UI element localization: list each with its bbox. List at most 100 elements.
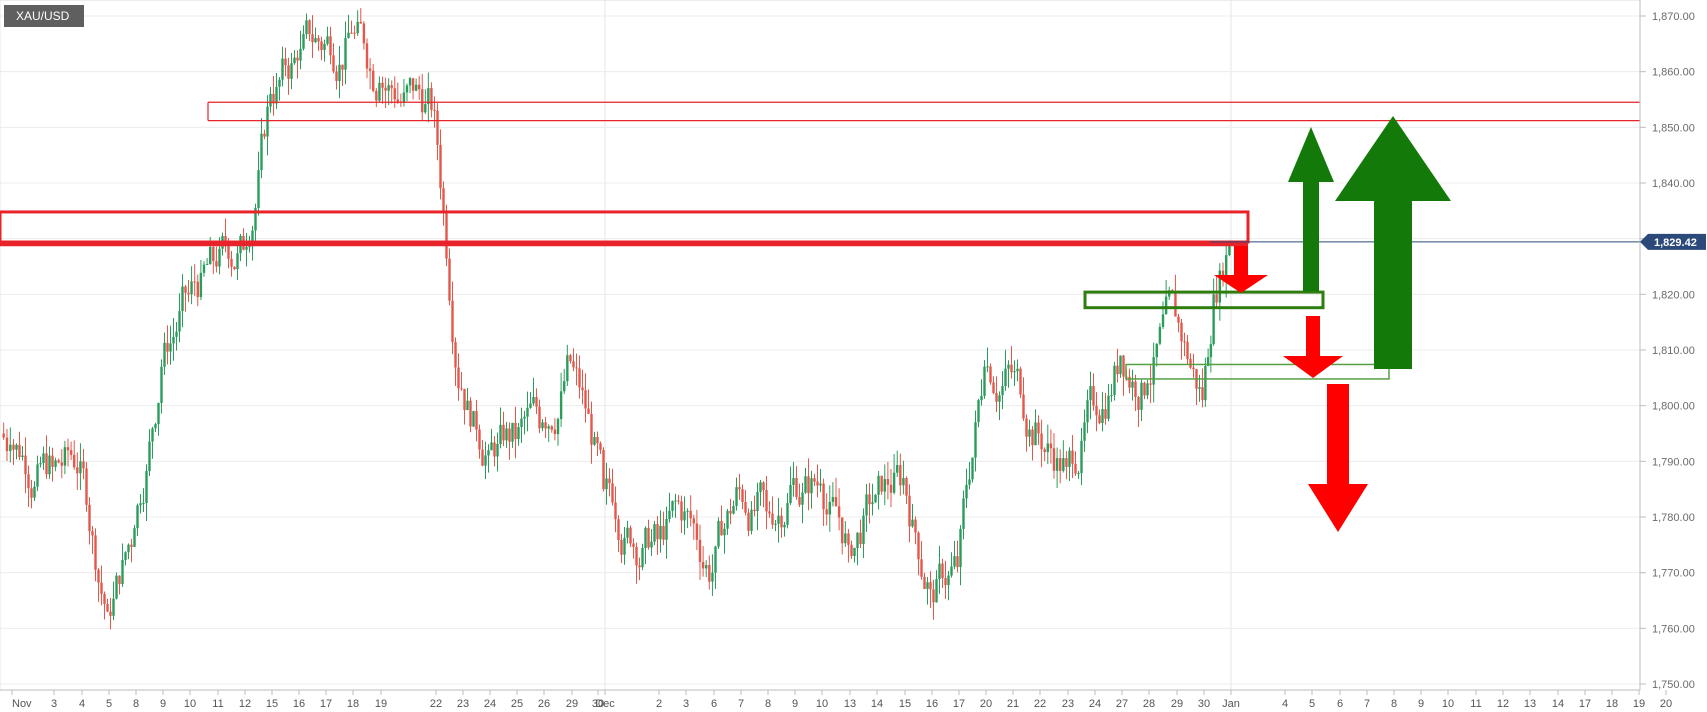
x-tick-label: 30 (592, 698, 604, 710)
candle-body (469, 400, 472, 427)
candle-body (1071, 450, 1074, 464)
candle-body (284, 58, 287, 66)
candle-body (732, 505, 735, 514)
candle-body (701, 561, 705, 569)
x-tick-label: 10 (184, 698, 196, 710)
x-tick-label: 15 (899, 698, 911, 710)
candle-body (1092, 386, 1095, 406)
x-tick-label: 24 (1089, 698, 1101, 710)
candle-body (698, 539, 702, 562)
candle-body (493, 442, 496, 457)
candle-body (475, 411, 478, 430)
candle-body (798, 497, 801, 505)
candle-body (227, 241, 230, 259)
candle-body (1164, 296, 1168, 315)
candle-body (199, 272, 203, 298)
y-tick-label: 1,820.00 (1652, 289, 1695, 301)
candle-body (160, 366, 163, 404)
candle-body (856, 532, 859, 548)
current-price-tag (1640, 233, 1706, 250)
candle-body (626, 527, 629, 538)
candle-body (314, 38, 317, 43)
candle-body (599, 443, 602, 450)
candle-body (278, 79, 281, 87)
candle-body (190, 281, 193, 295)
candle-body (680, 501, 683, 521)
candle-body (1001, 386, 1004, 396)
candle-body (466, 400, 469, 411)
candle-body (1140, 382, 1143, 410)
candle-body (1101, 409, 1104, 423)
candle-body (708, 565, 711, 582)
candle-body (711, 572, 714, 582)
candle-body (880, 475, 883, 492)
candle-body (1204, 366, 1207, 401)
candle-body (508, 428, 511, 442)
candle-body (457, 367, 460, 389)
candle-body (272, 93, 275, 104)
candle-body (103, 593, 106, 605)
candle-body (602, 449, 605, 490)
candle-body (460, 388, 463, 390)
candle-body (248, 246, 251, 248)
candle-body (1034, 422, 1037, 446)
candle-body (553, 429, 557, 434)
candle-body (445, 213, 448, 259)
candles (2, 8, 1231, 630)
candle-body (375, 90, 378, 101)
candle-body (744, 501, 747, 513)
candle-body (311, 34, 314, 43)
candle-body (100, 582, 103, 594)
candle-body (596, 436, 599, 444)
candle-body (804, 476, 807, 493)
candle-body (178, 311, 181, 332)
candle-body (73, 454, 76, 468)
candle-body (205, 264, 209, 266)
candle-body (1128, 376, 1131, 388)
candle-body (338, 64, 341, 82)
candle-body (1022, 394, 1025, 419)
candle-body (544, 422, 547, 429)
candle-body (439, 144, 442, 189)
candle-body (66, 447, 70, 451)
candle-body (590, 413, 593, 445)
x-tick-label: 8 (133, 698, 139, 710)
x-tick-label: Jan (1222, 698, 1240, 710)
candle-body (886, 479, 890, 485)
candle-body (868, 494, 871, 505)
candle-body (42, 453, 45, 464)
candle-body (792, 478, 795, 485)
candle-body (1077, 473, 1080, 475)
candle-body (1037, 422, 1040, 434)
candle-body (653, 524, 656, 542)
arrows (1214, 116, 1451, 532)
candle-body (454, 342, 457, 368)
candle-body (759, 482, 762, 493)
candle-body (353, 32, 356, 34)
candle-body (139, 503, 142, 506)
candle-body (950, 566, 953, 576)
x-tick-label: 27 (1116, 698, 1128, 710)
candle-body (917, 532, 920, 560)
candle-body (896, 465, 899, 473)
x-tick-label: 14 (1552, 698, 1564, 710)
candle-body (1174, 292, 1177, 317)
candle-body (789, 484, 792, 504)
candle-body (151, 428, 154, 442)
candle-body (747, 512, 750, 531)
candle-body (1104, 409, 1107, 419)
candle-body (947, 575, 950, 586)
candle-body (1080, 440, 1083, 474)
candle-body (60, 462, 63, 466)
candle-body (45, 453, 48, 475)
candle-body (644, 527, 647, 549)
candle-body (411, 78, 415, 91)
candle-body (433, 109, 436, 111)
candle-body (94, 535, 97, 570)
candle-body (1186, 341, 1189, 359)
candle-body (837, 506, 841, 518)
x-tick-label: 24 (484, 698, 496, 710)
x-tick-label: 5 (1309, 698, 1315, 710)
candle-body (1055, 458, 1059, 471)
candle-body (629, 527, 632, 544)
